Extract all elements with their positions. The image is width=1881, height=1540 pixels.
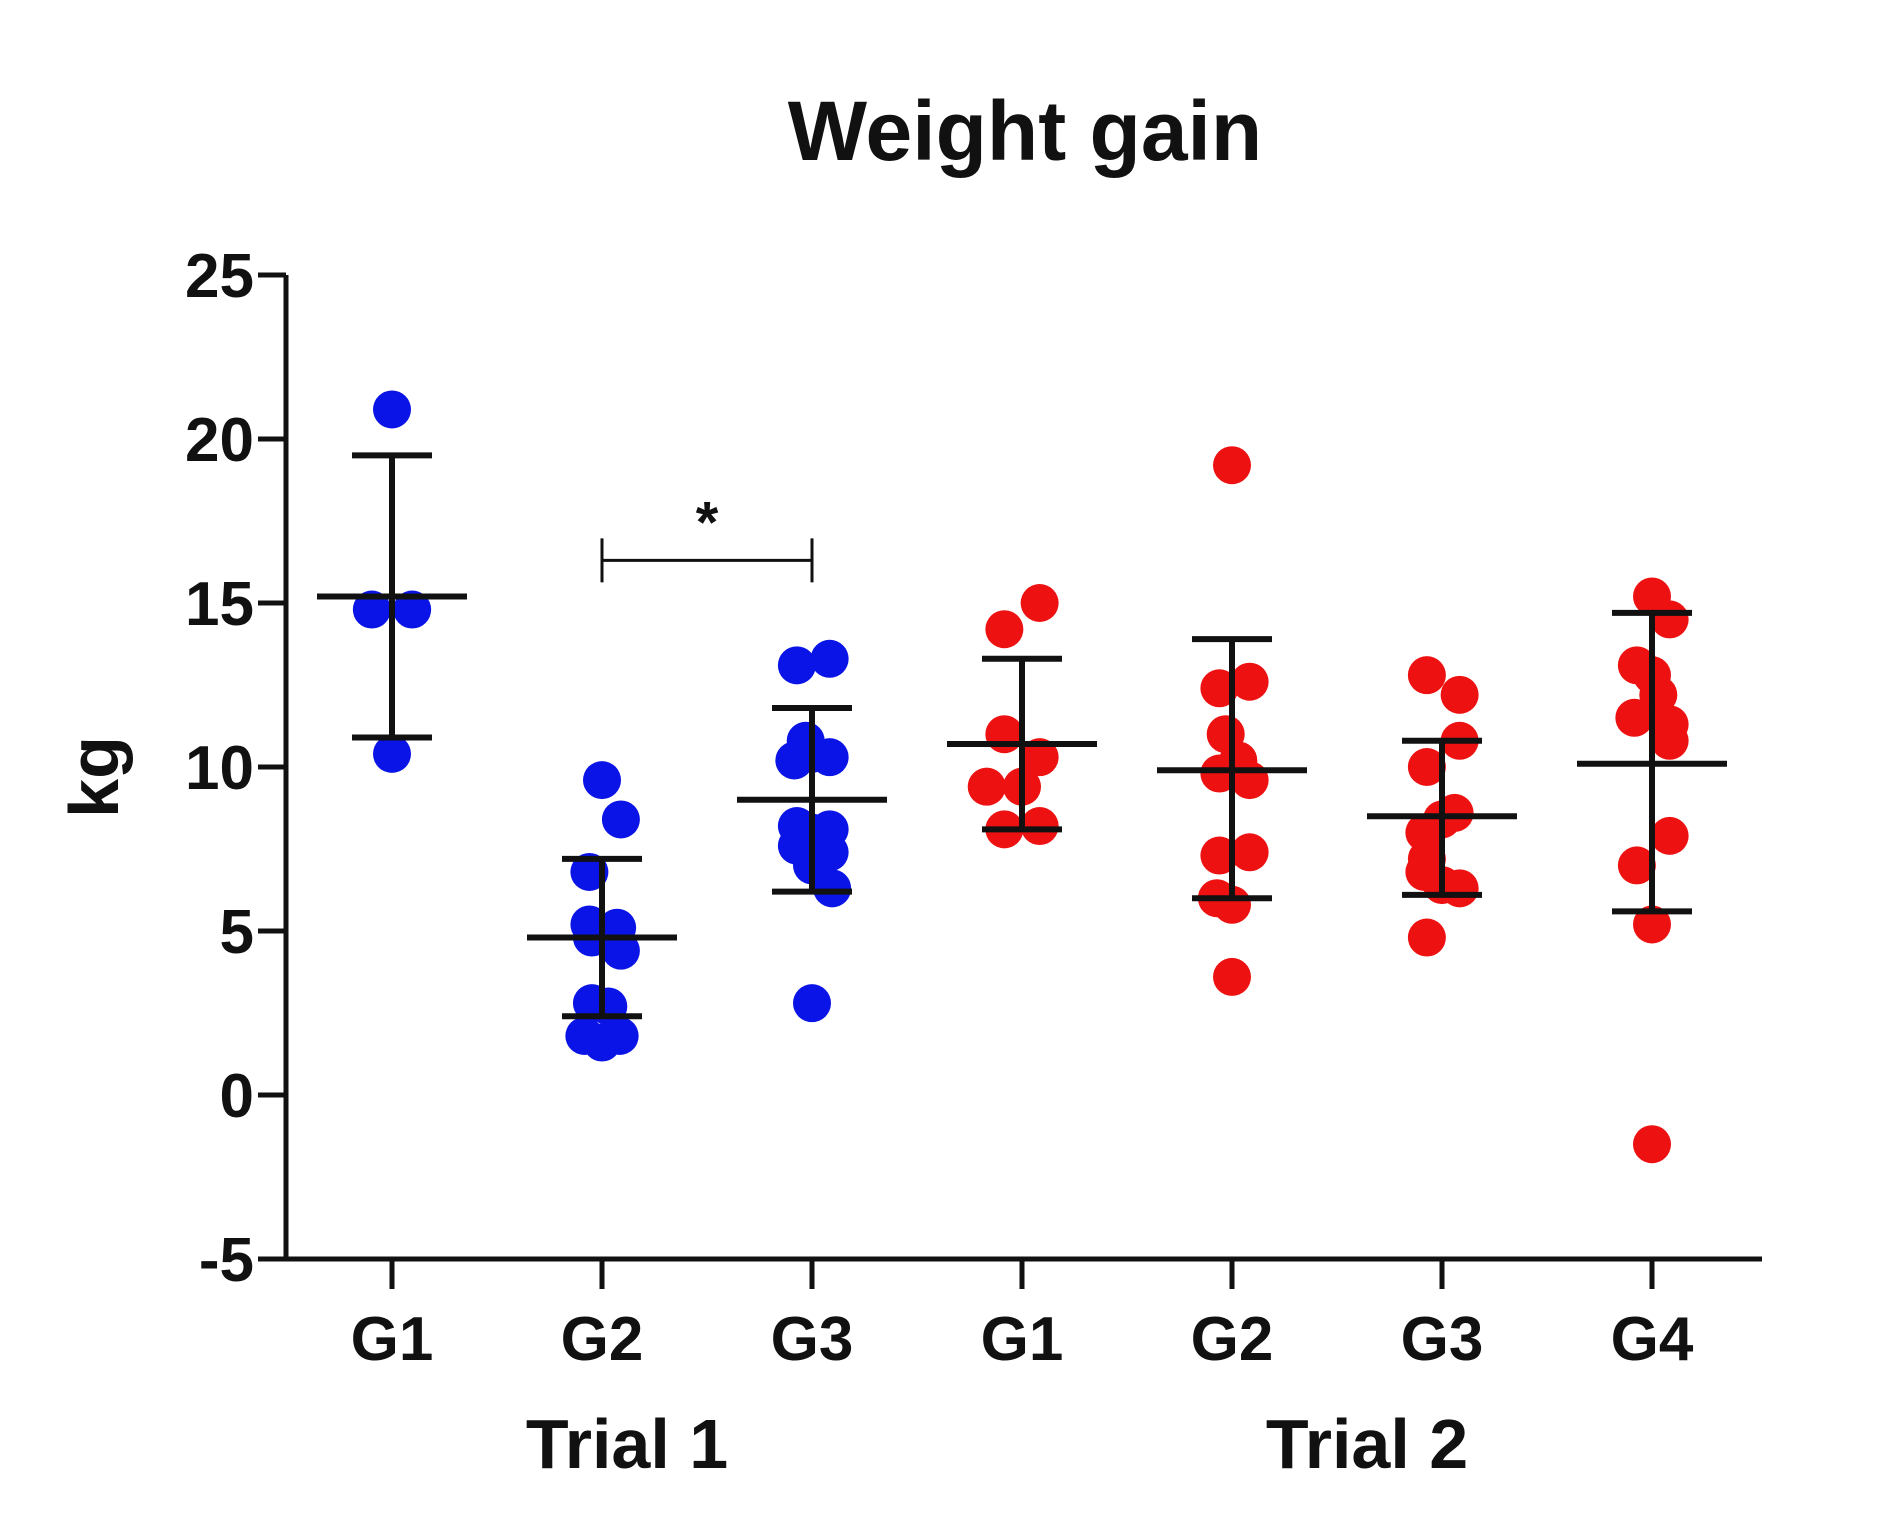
y-axis-label: kg [55,736,133,818]
data-point [373,390,411,429]
significance-label: * [696,490,719,555]
x-tick-label: G2 [1191,1305,1274,1374]
data-point [1435,793,1474,832]
data-point [1020,738,1059,777]
data-point [1440,869,1479,908]
data-point [1200,669,1239,708]
data-point [601,800,640,839]
data-point [1020,807,1059,846]
data-point [1407,748,1446,786]
data-point [1230,833,1269,872]
chart-title: Weight gain [788,84,1262,178]
group-label-trial-2: Trial 2 [1266,1405,1468,1483]
x-tick-label: G4 [1611,1305,1694,1374]
data-point [1020,584,1059,622]
data-point [570,852,609,891]
data-point [1650,816,1689,855]
significance-bracket: * [600,490,814,583]
data-point [583,1023,621,1062]
y-tick-label: 15 [185,570,254,639]
data-point [1230,662,1269,701]
x-axis-ticks: G1 G2 G3 G1 G2 G3 G4 [351,1259,1694,1374]
data-point [373,734,411,773]
data-point [985,715,1024,754]
data-point [1200,836,1239,875]
data-point [1407,839,1446,878]
x-tick-label: G1 [981,1305,1064,1374]
data-point [601,931,640,970]
data-point [1213,957,1251,996]
data-point [810,639,849,678]
data-point [1617,846,1656,885]
data-point [1615,698,1654,737]
data-point [1633,1125,1671,1164]
y-tick-label: 5 [220,898,254,967]
data-point [393,590,432,629]
data-point [1407,918,1446,957]
y-axis-ticks: -5 0 5 10 15 20 25 [185,242,286,1295]
y-tick-label: 20 [185,406,254,475]
group-labels: Trial 1 Trial 2 [526,1405,1468,1483]
data-point [985,610,1024,649]
data-point [813,869,852,908]
x-tick-label: G3 [1401,1305,1484,1374]
data-point [793,984,831,1023]
data-point [1407,656,1446,695]
x-tick-label: G1 [351,1305,434,1374]
error-bars [317,452,1727,1020]
data-point [1213,446,1251,485]
data-point [777,646,816,685]
y-tick-label: 0 [220,1062,254,1131]
data-point [352,590,391,629]
y-tick-label: 25 [185,242,254,311]
y-tick-label: 10 [185,734,254,803]
data-point [1650,721,1689,760]
data-point [1633,905,1671,944]
data-point [1440,675,1479,714]
x-tick-label: G3 [771,1305,854,1374]
x-tick-label: G2 [561,1305,644,1374]
data-point [967,767,1006,806]
data-point [1650,600,1689,639]
data-point [810,738,849,777]
data-point [1639,675,1678,714]
y-tick-label: -5 [199,1226,254,1295]
data-point [583,761,621,800]
group-label-trial-1: Trial 1 [526,1405,728,1483]
data-point [1230,761,1269,800]
